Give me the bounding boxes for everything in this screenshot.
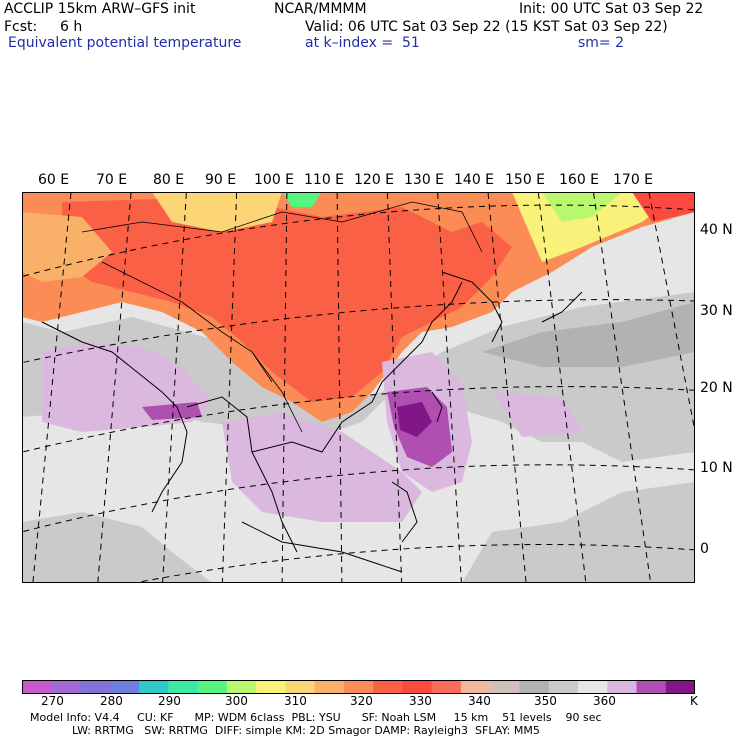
map-frame: [22, 192, 695, 583]
lon-label: 70 E: [96, 172, 128, 188]
lon-label: 100 E: [254, 172, 295, 188]
model-info-line1: Model Info: V4.4 CU: KF MP: WDM 6class P…: [30, 711, 602, 724]
colorbar-cell: [168, 680, 199, 694]
lon-label: 140 E: [454, 172, 495, 188]
colorbar-cell: [197, 680, 228, 694]
field-green-n: [282, 192, 322, 207]
model-info-line2: LW: RRTMG SW: RRTMG DIFF: simple KM: 2D …: [30, 724, 540, 737]
colorbar-label: 270: [41, 694, 64, 708]
colorbar-cell: [51, 680, 82, 694]
field-sw-gray: [22, 512, 212, 583]
colorbar-cell: [402, 680, 433, 694]
lon-label: 80 E: [153, 172, 185, 188]
field-sea-moist: [222, 412, 422, 522]
colorbar-cell: [636, 680, 667, 694]
colorbar-label: 290: [158, 694, 181, 708]
colorbar-cell: [431, 680, 462, 694]
lon-label: 170 E: [613, 172, 654, 188]
colorbar-cell: [314, 680, 345, 694]
field-typhoon-core: [397, 402, 432, 437]
field-warm-west: [22, 212, 112, 282]
product-title: Equivalent potential temperature: [8, 35, 242, 51]
colorbar-frame: [22, 680, 695, 694]
colorbar-label: 300: [225, 694, 248, 708]
smoothing: sm= 2: [578, 35, 625, 51]
lat-label: 0: [700, 541, 709, 557]
colorbar-label: 310: [284, 694, 307, 708]
forecast-label: Fcst:: [4, 19, 38, 35]
colorbar-cell: [460, 680, 491, 694]
colorbar-cell: [80, 680, 111, 694]
lat-label: 20 N: [700, 380, 733, 396]
colorbar-cell: [285, 680, 316, 694]
borders: [81, 201, 483, 433]
field-pacific-moist: [492, 392, 582, 437]
colorbar-label: 350: [534, 694, 557, 708]
colorbar-label: 360: [593, 694, 616, 708]
colorbar-cell: [226, 680, 257, 694]
lon-label: 120 E: [354, 172, 395, 188]
field-hot-core: [62, 197, 512, 402]
colorbar-cell: [519, 680, 550, 694]
lon-label: 60 E: [38, 172, 70, 188]
init-time: Init: 00 UTC Sat 03 Sep 22: [519, 1, 704, 17]
coastlines: [41, 271, 583, 573]
colorbar-cell: [548, 680, 579, 694]
colorbar-label: 320: [350, 694, 373, 708]
valid-time: Valid: 06 UTC Sat 03 Sep 22 (15 KST Sat …: [305, 19, 668, 35]
colorbar-cell: [256, 680, 286, 694]
colorbar-label: 280: [100, 694, 123, 708]
theta-e-map: [22, 192, 695, 583]
field-red-ne: [632, 192, 695, 222]
colorbar-cell: [109, 680, 140, 694]
lon-label: 110 E: [304, 172, 345, 188]
field-green-ne: [542, 192, 622, 222]
lat-label: 30 N: [700, 303, 733, 319]
level-index: at k–index = 51: [305, 35, 420, 51]
model-title: ACCLIP 15km ARW–GFS init: [4, 1, 196, 17]
forecast-hour: 6 h: [60, 19, 83, 35]
field-warm-north: [152, 192, 282, 232]
colorbar-cell: [22, 680, 52, 694]
colorbar-label: 340: [468, 694, 491, 708]
lon-label: 160 E: [559, 172, 600, 188]
colorbar-unit: K: [690, 694, 698, 708]
graticule: [22, 192, 695, 583]
center-label: NCAR/MMMM: [274, 1, 367, 17]
colorbar-cell: [139, 680, 169, 694]
colorbar-label: 330: [409, 694, 432, 708]
colorbar-cell: [577, 680, 608, 694]
field-nw-pacific-gray: [482, 302, 695, 367]
colorbar-cell: [665, 680, 695, 694]
colorbar-cell: [490, 680, 520, 694]
colorbar-cell: [607, 680, 637, 694]
lon-label: 90 E: [205, 172, 237, 188]
lon-label: 130 E: [404, 172, 445, 188]
lat-label: 40 N: [700, 222, 733, 238]
lon-label: 150 E: [505, 172, 546, 188]
colorbar-cell: [373, 680, 403, 694]
colorbar: [22, 680, 695, 694]
lat-label: 10 N: [700, 460, 733, 476]
colorbar-cell: [343, 680, 374, 694]
field-se-gray: [462, 482, 695, 583]
